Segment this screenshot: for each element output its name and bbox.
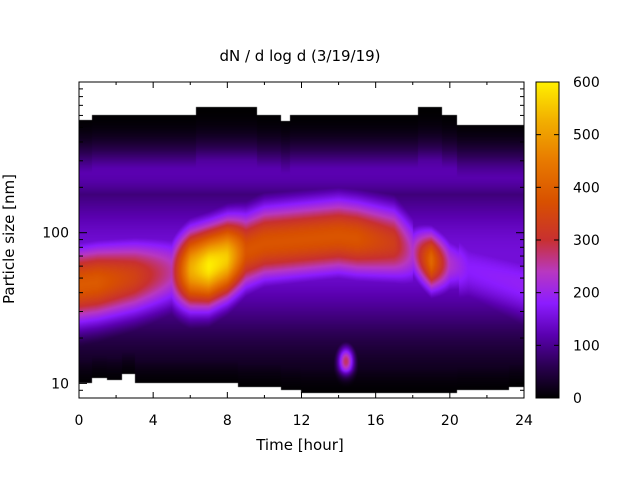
chart-title: dN / d log d (3/19/19) — [219, 47, 380, 65]
heatmap-image — [79, 82, 524, 398]
x-tick-label: 4 — [149, 413, 158, 429]
y-tick-label: 10 — [51, 376, 69, 392]
colorbar-tick-label: 0 — [573, 391, 582, 407]
x-tick-label: 20 — [441, 413, 459, 429]
colorbar-tick-label: 100 — [573, 338, 600, 354]
y-axis-label: Particle size [nm] — [0, 174, 18, 304]
colorbar-tick-label: 600 — [573, 75, 600, 91]
x-axis-label: Time [hour] — [255, 436, 344, 454]
colorbar-ticks: 0 100 200 300 400 500 600 — [536, 75, 600, 407]
colorbar-tick-label: 200 — [573, 286, 600, 302]
colorbar-tick-label: 300 — [573, 233, 600, 249]
x-tick-label: 24 — [515, 413, 533, 429]
x-tick-label: 8 — [223, 413, 232, 429]
x-tick-label: 12 — [293, 413, 311, 429]
plot-area — [78, 81, 525, 399]
x-axis: 0 4 8 12 16 20 24 — [75, 82, 533, 429]
y-tick-label: 100 — [42, 226, 69, 242]
y-axis: 10 100 — [42, 88, 524, 399]
colorbar: 0 100 200 300 400 500 600 — [535, 75, 600, 407]
x-tick-label: 0 — [75, 413, 84, 429]
colorbar-tick-label: 400 — [573, 180, 600, 196]
colorbar-tick-label: 500 — [573, 128, 600, 144]
x-tick-label: 16 — [367, 413, 385, 429]
